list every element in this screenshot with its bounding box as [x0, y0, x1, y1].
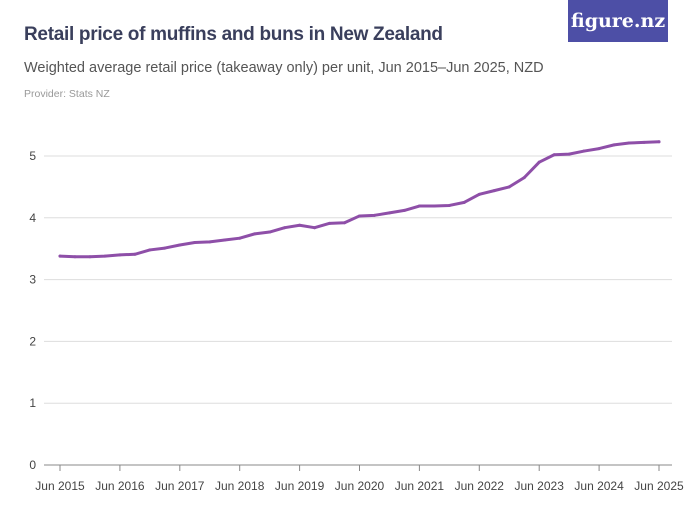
y-tick-label: 0 — [29, 458, 36, 472]
data-point — [148, 248, 152, 252]
y-tick-label: 5 — [29, 149, 36, 163]
data-point — [402, 208, 406, 212]
data-point — [178, 243, 182, 247]
data-point — [88, 255, 92, 259]
data-point — [238, 236, 242, 240]
chart-title: Retail price of muffins and buns in New … — [24, 24, 443, 45]
data-point — [328, 221, 332, 225]
data-point — [492, 189, 496, 193]
data-point — [567, 152, 571, 156]
data-point — [432, 204, 436, 208]
data-point — [417, 204, 421, 208]
data-point — [372, 213, 376, 217]
data-point — [313, 226, 317, 230]
data-point — [298, 223, 302, 227]
data-point — [447, 203, 451, 207]
y-tick-label: 3 — [29, 273, 36, 287]
provider-label: Provider: Stats NZ — [24, 88, 110, 100]
chart-subtitle: Weighted average retail price (takeaway … — [24, 60, 544, 76]
y-tick-label: 1 — [29, 396, 36, 410]
data-line — [58, 140, 661, 259]
x-tick-label: Jun 2016 — [95, 479, 145, 493]
data-point — [462, 200, 466, 204]
data-point — [268, 230, 272, 234]
data-point — [537, 160, 541, 164]
x-tick-label: Jun 2023 — [515, 479, 565, 493]
data-point — [343, 221, 347, 225]
data-point — [253, 232, 257, 236]
data-point — [552, 153, 556, 157]
data-point — [642, 140, 646, 144]
figure-nz-logo[interactable]: figure.nz — [568, 0, 668, 42]
data-point — [163, 246, 167, 250]
data-point — [612, 143, 616, 147]
x-tick-label: Jun 2020 — [335, 479, 385, 493]
x-tick-label: Jun 2021 — [395, 479, 445, 493]
data-point — [522, 176, 526, 180]
data-point — [103, 254, 107, 258]
y-tick-label: 4 — [29, 211, 36, 225]
x-tick-label: Jun 2019 — [275, 479, 325, 493]
data-point — [208, 240, 212, 244]
x-tick-label: Jun 2018 — [215, 479, 265, 493]
data-point — [582, 149, 586, 153]
data-point — [507, 185, 511, 189]
x-tick-label: Jun 2015 — [35, 479, 85, 493]
data-point — [597, 147, 601, 151]
data-point — [387, 211, 391, 215]
x-tick-label: Jun 2022 — [455, 479, 505, 493]
data-point — [193, 241, 197, 245]
y-tick-label: 2 — [29, 334, 36, 348]
x-tick-label: Jun 2025 — [634, 479, 684, 493]
data-point — [358, 214, 361, 218]
x-tick-label: Jun 2017 — [155, 479, 205, 493]
x-tick-label: Jun 2024 — [574, 479, 624, 493]
data-point — [627, 141, 631, 145]
data-point — [223, 238, 227, 242]
data-point — [133, 252, 137, 256]
data-point — [283, 226, 287, 230]
data-point — [657, 140, 661, 144]
data-point — [73, 255, 77, 259]
data-point — [118, 253, 122, 257]
data-point — [477, 192, 481, 196]
data-point — [58, 254, 62, 258]
